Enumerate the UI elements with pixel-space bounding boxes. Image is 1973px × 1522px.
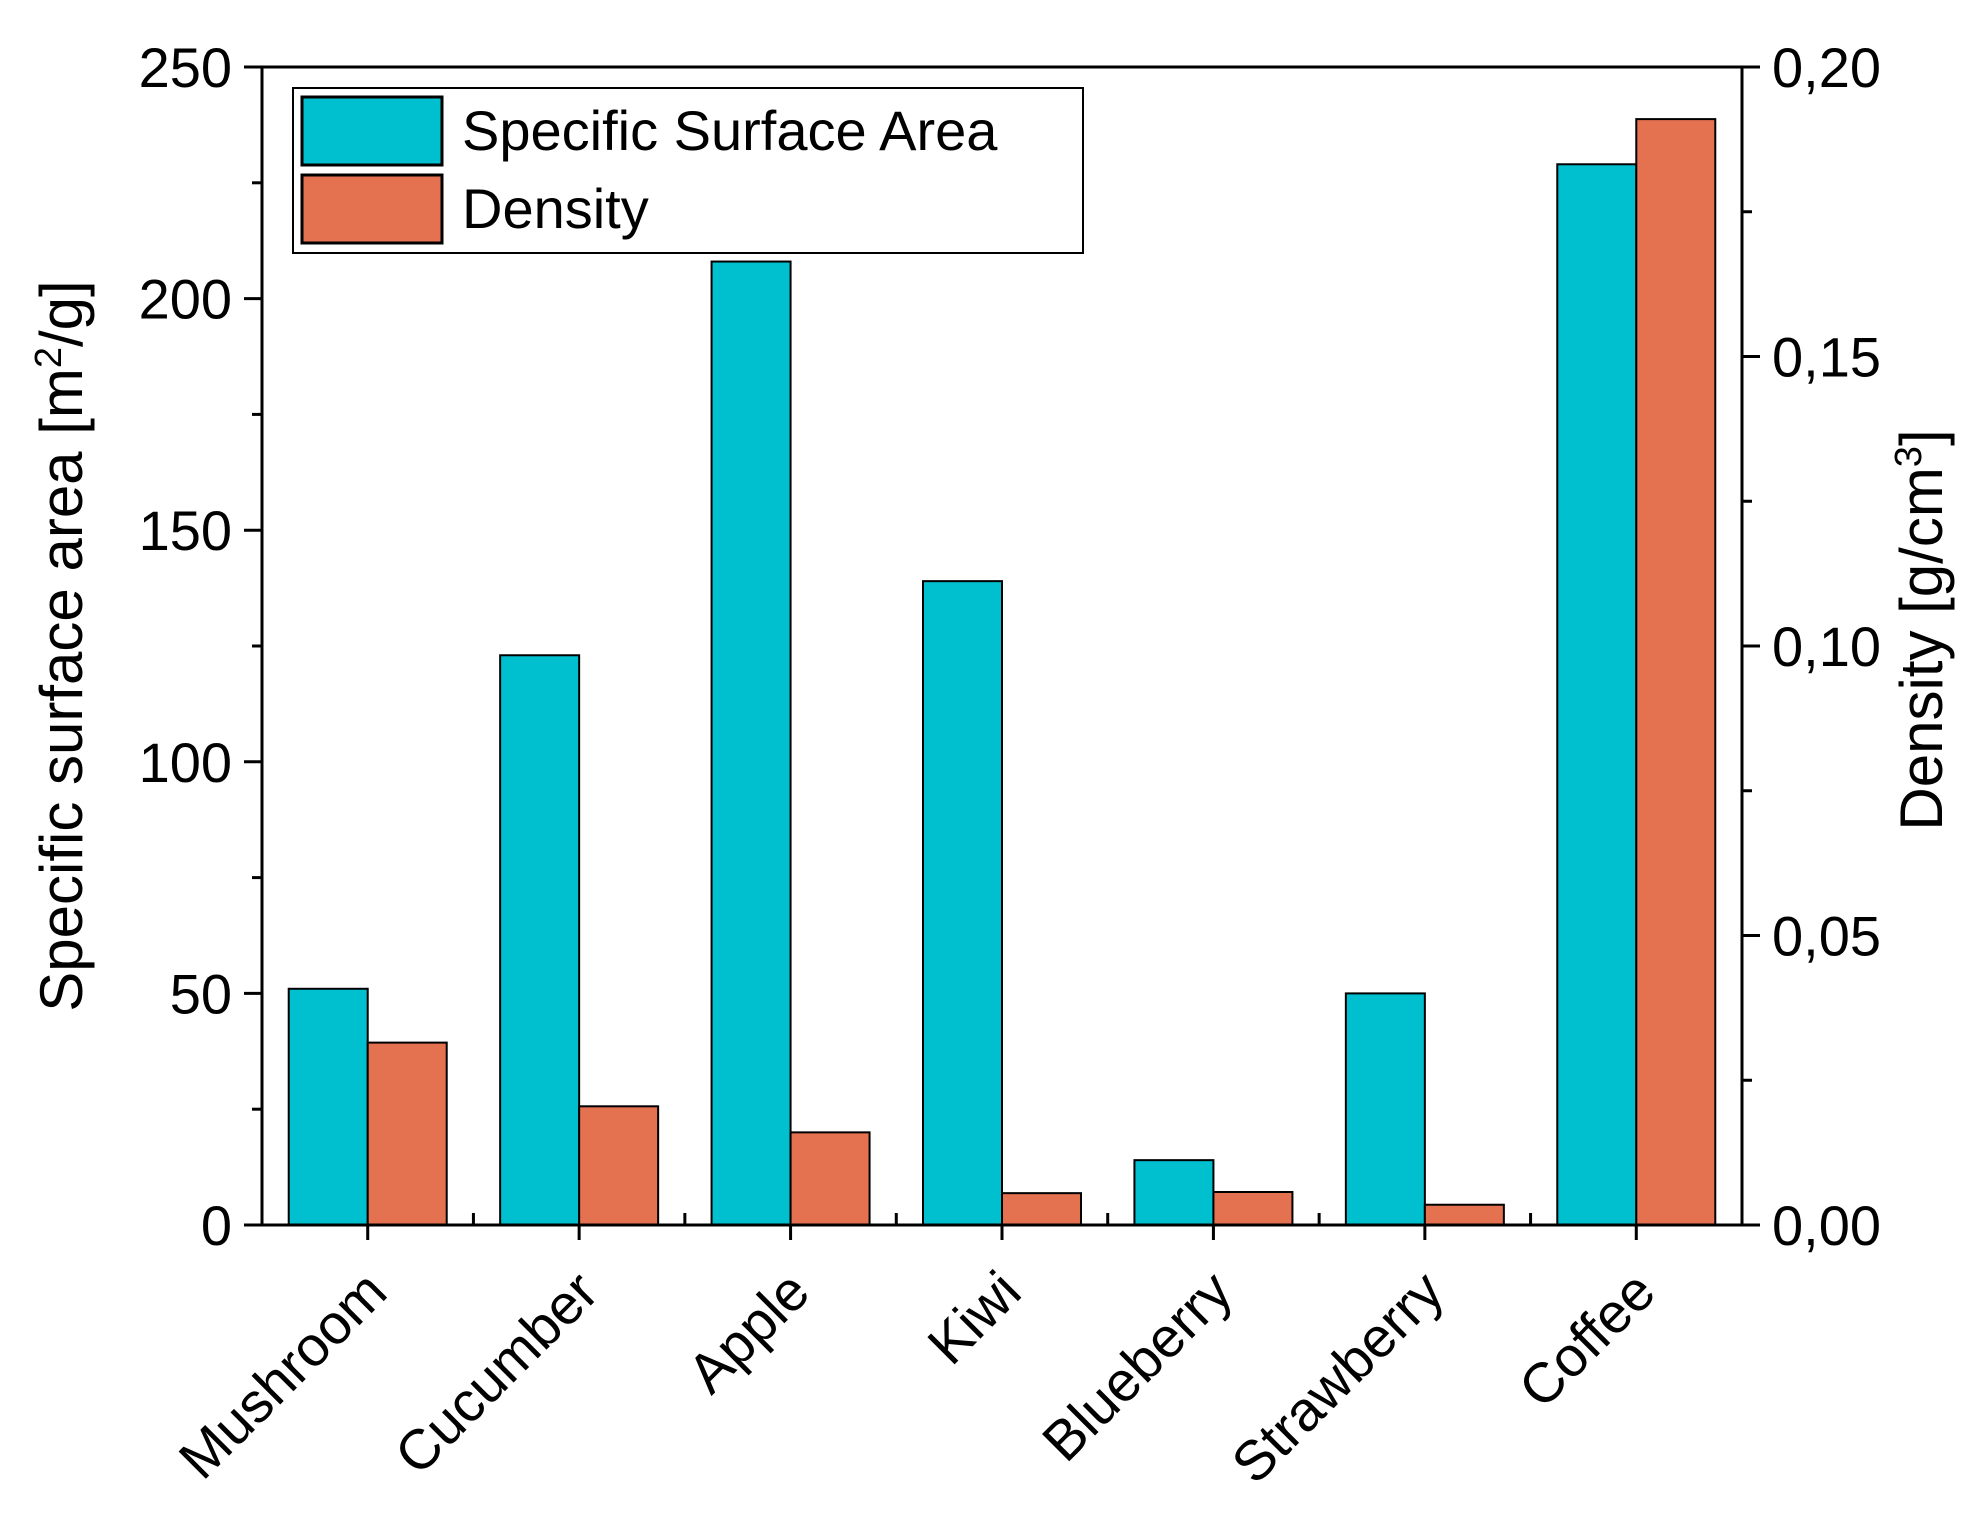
- legend-swatch-density: [300, 173, 444, 245]
- bar-specific-surface-area-strawberry: [1344, 992, 1426, 1227]
- ticks-layer: [244, 65, 1760, 1240]
- left-tick-label: 150: [139, 499, 232, 562]
- left-axis-title-main: Specific surface area [m: [28, 368, 95, 1012]
- category-label-apple: Apple: [675, 1259, 821, 1405]
- right-tick-label: 0,20: [1772, 36, 1881, 99]
- category-label-blueberry: Blueberry: [1030, 1259, 1244, 1473]
- category-label-cucumber: Cucumber: [382, 1259, 609, 1486]
- bar-density-mushroom: [366, 1041, 448, 1226]
- bar-density-blueberry: [1212, 1190, 1294, 1226]
- category-label-kiwi: Kiwi: [915, 1259, 1032, 1376]
- category-label-strawberry: Strawberry: [1219, 1259, 1455, 1495]
- left-tick-label: 250: [139, 36, 232, 99]
- left-tick-label: 200: [139, 268, 232, 331]
- category-label-mushroom: Mushroom: [167, 1259, 399, 1491]
- bar-specific-surface-area-apple: [710, 260, 792, 1226]
- legend: Specific Surface Area Density: [292, 87, 1084, 254]
- bar-density-apple: [789, 1131, 871, 1226]
- legend-swatch-specific-surface-area: [300, 95, 444, 167]
- right-tick-label: 0,05: [1772, 905, 1881, 968]
- bar-specific-surface-area-mushroom: [287, 987, 369, 1226]
- bars-layer: [287, 118, 1717, 1227]
- bar-specific-surface-area-coffee: [1556, 163, 1638, 1227]
- bar-specific-surface-area-blueberry: [1133, 1159, 1215, 1226]
- right-axis-title-unit: ]: [1888, 429, 1955, 446]
- bar-density-kiwi: [1001, 1192, 1082, 1227]
- bar-specific-surface-area-cucumber: [499, 654, 581, 1226]
- bar-density-cucumber: [578, 1105, 660, 1227]
- left-axis-title-unit: /g]: [28, 280, 95, 347]
- bar-density-coffee: [1635, 118, 1717, 1227]
- left-axis-title-sup: 2: [28, 347, 70, 368]
- right-axis-title: Density [g/cm3]: [1888, 429, 1955, 830]
- left-tick-label: 100: [139, 731, 232, 794]
- category-label-coffee: Coffee: [1506, 1259, 1667, 1420]
- bar-specific-surface-area-kiwi: [922, 580, 1003, 1226]
- left-axis-title: Specific surface area [m2/g]: [28, 280, 95, 1011]
- right-tick-label: 0,00: [1772, 1194, 1881, 1257]
- right-tick-label: 0,10: [1772, 615, 1881, 678]
- left-tick-label: 0: [201, 1194, 232, 1257]
- right-axis-title-sup: 3: [1888, 446, 1930, 467]
- right-tick-label: 0,15: [1772, 326, 1881, 389]
- legend-label-density: Density: [462, 177, 649, 240]
- bar-density-strawberry: [1423, 1203, 1505, 1226]
- right-axis-title-main: Density [g/cm: [1888, 467, 1955, 830]
- legend-label-specific-surface-area: Specific Surface Area: [462, 99, 998, 162]
- left-tick-label: 50: [170, 962, 232, 1025]
